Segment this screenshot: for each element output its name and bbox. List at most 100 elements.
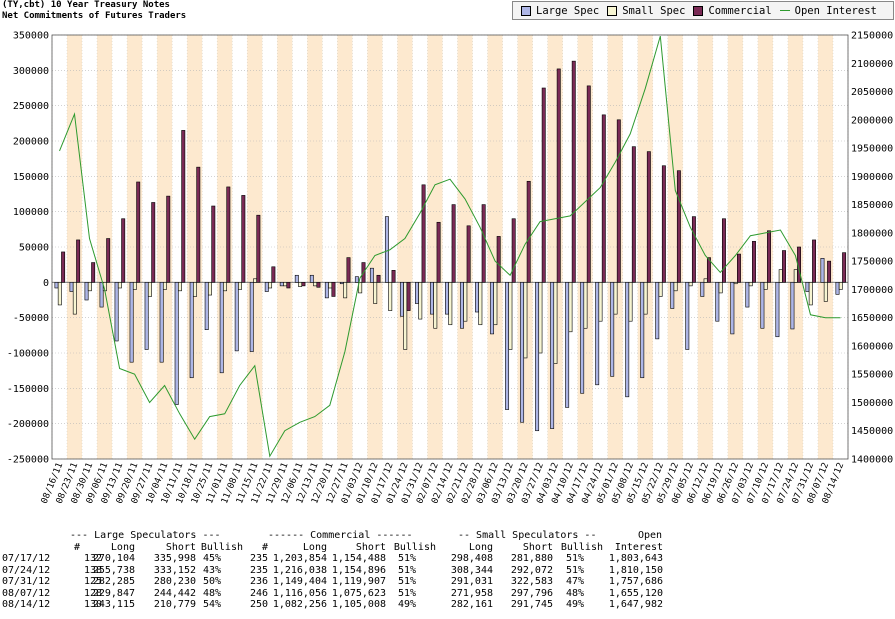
bar-small-spec [733, 282, 738, 285]
bar-commercial [812, 239, 817, 283]
table-cell: 1,149,404 [272, 576, 327, 587]
bar-small-spec [493, 282, 498, 326]
table-cell: 282,285 [92, 576, 135, 587]
bar-small-spec [583, 282, 588, 329]
column-header: Short [165, 541, 196, 553]
bar-large-spec [715, 282, 720, 322]
y2-tick-label: 1600000 [851, 341, 893, 352]
bar-large-spec [430, 282, 434, 315]
bar-commercial [316, 282, 321, 288]
bar-small-spec [433, 282, 438, 329]
table-cell: 45% [202, 553, 221, 564]
y-tick-label: 150000 [13, 172, 49, 183]
table-cell: 1,154,896 [331, 564, 386, 576]
table-cell: 291,745 [510, 599, 553, 610]
table-cell: 51% [397, 587, 416, 599]
bar-commercial [121, 218, 126, 283]
table-cell: 292,072 [510, 564, 553, 576]
bar-small-spec [298, 282, 303, 287]
legend-line-open-interest [779, 10, 790, 11]
y2-tick-label: 1450000 [851, 426, 893, 437]
bar-large-spec [670, 282, 675, 309]
title-line-2: Net Commitments of Futures Traders [2, 11, 187, 21]
bar-commercial [481, 204, 486, 283]
y-tick-label: 200000 [13, 137, 49, 148]
table-cell: 229,847 [92, 587, 135, 599]
table-cell: 1,203,854 [272, 553, 327, 564]
bar-small-spec [238, 282, 242, 290]
bar-small-spec [162, 282, 167, 290]
legend-item-large-spec: Large Spec [521, 5, 599, 17]
table-cell: 280,230 [153, 576, 196, 587]
table-cell: 1,757,686 [608, 576, 663, 587]
table-cell: 236 [249, 576, 268, 587]
table-cell: 47% [565, 576, 584, 587]
group-small-speculators: -- Small Speculators -- [458, 530, 597, 541]
bar-small-spec [87, 282, 92, 292]
bar-large-spec [505, 282, 510, 410]
y2-tick-label: 1750000 [851, 257, 893, 268]
plot-frame [51, 34, 849, 460]
y2-tick-label: 2100000 [851, 59, 893, 70]
bar-small-spec [823, 282, 828, 302]
bar-large-spec [730, 282, 735, 335]
bar-small-spec [283, 282, 288, 287]
table-cell: 48% [565, 587, 584, 599]
column-header: Bullish [560, 541, 603, 553]
bar-commercial [571, 60, 576, 283]
bar-large-spec [279, 282, 284, 287]
table-cell: 128 [83, 587, 102, 599]
y-tick-label: 350000 [13, 31, 49, 42]
bar-commercial [91, 262, 96, 283]
bar-commercial [737, 253, 741, 283]
bar-large-spec [475, 282, 479, 313]
table-cell: 1,803,643 [608, 553, 663, 564]
table-cell: 1,655,120 [608, 587, 663, 599]
bar-commercial [541, 87, 546, 283]
column-band [397, 35, 413, 459]
column-band [277, 35, 293, 459]
bar-commercial [211, 205, 216, 283]
bar-commercial [767, 230, 771, 283]
bar-large-spec [835, 282, 840, 295]
bar-small-spec [613, 282, 618, 315]
column-header: Long [302, 541, 327, 553]
bar-small-spec [718, 282, 723, 294]
legend-label: Commercial [708, 4, 772, 17]
cot-chart: 350000 300000 250000 200000 150000 100000 5000… [7, 31, 893, 506]
bar-small-spec [508, 282, 513, 350]
table-cell: 50% [202, 576, 221, 587]
legend: Large Spec Small Spec Commercial Open In… [512, 1, 894, 20]
bar-small-spec [463, 282, 468, 322]
y2-tick-label: 1400000 [851, 455, 893, 466]
y-tick-label: 0 [43, 278, 49, 289]
bar-large-spec [369, 267, 374, 283]
bar-large-spec [655, 282, 660, 340]
bar-large-spec [490, 282, 495, 335]
table-cell: 335,998 [153, 553, 196, 564]
bar-small-spec [193, 282, 197, 297]
bar-large-spec [234, 282, 239, 352]
y-tick-label: -200000 [7, 419, 49, 430]
bar-commercial [827, 260, 832, 283]
column-header: Short [355, 541, 386, 553]
bar-large-spec [204, 282, 209, 330]
bar-large-spec [99, 282, 104, 308]
column-band [307, 35, 323, 459]
bar-large-spec [595, 282, 600, 386]
bar-small-spec [223, 282, 227, 292]
table-cell: 244,442 [153, 587, 196, 599]
column-header: Interest [614, 541, 663, 553]
bar-large-spec [129, 282, 134, 363]
legend-label: Large Spec [536, 4, 600, 17]
bar-small-spec [523, 282, 528, 359]
table-cell: 48% [202, 587, 221, 599]
table-cell: 125 [83, 576, 102, 587]
legend-item-commercial: Commercial [693, 4, 772, 17]
bar-commercial [61, 251, 66, 283]
bar-large-spec [805, 282, 810, 292]
bar-commercial [782, 250, 786, 283]
legend-swatch-small-spec [607, 5, 618, 16]
bar-commercial [421, 184, 426, 283]
column-band [427, 35, 443, 459]
